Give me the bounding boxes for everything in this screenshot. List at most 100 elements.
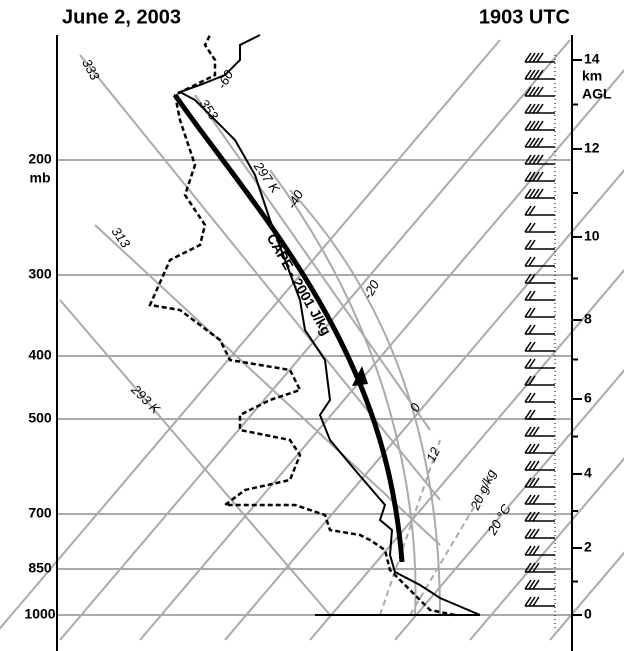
barb-flag bbox=[524, 120, 532, 131]
dry-adiabat bbox=[79, 54, 441, 501]
wind-barb bbox=[524, 222, 555, 233]
barb-flag bbox=[528, 511, 536, 522]
pressure-label: 1000 bbox=[24, 606, 55, 622]
barb-flag bbox=[524, 103, 532, 114]
barb-flag bbox=[524, 205, 532, 216]
isotherm bbox=[139, 69, 624, 641]
barb-flag bbox=[528, 596, 536, 607]
pressure-label: 850 bbox=[28, 560, 52, 576]
dry-adiabat bbox=[194, 94, 431, 431]
wind-barb bbox=[524, 494, 555, 505]
barb-flag bbox=[532, 137, 540, 148]
barb-flag bbox=[536, 137, 544, 148]
isotherm bbox=[59, 39, 571, 641]
parcel-path bbox=[172, 93, 405, 563]
barb-flag bbox=[524, 171, 532, 182]
isotherm bbox=[309, 269, 624, 641]
barb-flag bbox=[532, 562, 540, 573]
wind-barb bbox=[524, 341, 555, 352]
wind-barb bbox=[524, 120, 555, 131]
barb-flag bbox=[524, 494, 532, 505]
barb-flag bbox=[536, 52, 544, 63]
barb-flag bbox=[528, 239, 536, 250]
barb-flag bbox=[528, 477, 536, 488]
barb-flag bbox=[532, 579, 540, 590]
barb-flag bbox=[532, 120, 540, 131]
barb-flag bbox=[532, 528, 540, 539]
wind-barb bbox=[524, 52, 555, 63]
wind-barb bbox=[524, 69, 555, 80]
barb-flag bbox=[528, 375, 536, 386]
pressure-label: 300 bbox=[28, 266, 52, 282]
wind-barb bbox=[524, 477, 555, 488]
wind-barb bbox=[524, 579, 555, 590]
barb-flag bbox=[524, 511, 532, 522]
annotation: 313 bbox=[109, 224, 134, 251]
annotation: 293 K bbox=[128, 381, 164, 417]
time: 1903 UTC bbox=[479, 6, 570, 28]
annotation: 20 °C bbox=[484, 501, 514, 538]
barb-flag bbox=[532, 477, 540, 488]
barb-flag bbox=[524, 137, 532, 148]
annotation: 0 bbox=[407, 400, 424, 414]
barb-flag bbox=[528, 171, 536, 182]
barb-flag bbox=[532, 460, 540, 471]
barb-flag bbox=[524, 324, 532, 335]
wind-barb bbox=[524, 596, 555, 607]
barb-flag bbox=[532, 171, 540, 182]
pressure-label: 200 bbox=[28, 151, 52, 167]
barb-flag bbox=[528, 154, 536, 165]
wind-barb bbox=[524, 239, 555, 250]
barb-flag bbox=[524, 52, 532, 63]
annotation: 353 bbox=[197, 96, 222, 123]
barb-flag bbox=[528, 392, 536, 403]
barb-flag bbox=[528, 205, 536, 216]
barb-flag bbox=[524, 545, 532, 556]
barb-flag bbox=[532, 545, 540, 556]
barb-flag bbox=[524, 477, 532, 488]
barb-flag bbox=[524, 528, 532, 539]
wind-barb bbox=[524, 511, 555, 522]
barb-flag bbox=[528, 494, 536, 505]
barb-flag bbox=[524, 86, 532, 97]
mixing-ratio bbox=[409, 479, 491, 616]
barb-flag bbox=[528, 358, 536, 369]
barb-flag bbox=[536, 154, 544, 165]
barb-flag bbox=[528, 426, 536, 437]
wind-barb bbox=[524, 86, 555, 97]
barb-flag bbox=[524, 596, 532, 607]
dewpoint bbox=[148, 34, 456, 617]
barb-flag bbox=[528, 188, 536, 199]
barb-flag bbox=[536, 171, 544, 182]
barb-flag bbox=[528, 579, 536, 590]
annotation: 20 g/kg bbox=[467, 466, 499, 513]
isotherm bbox=[394, 369, 624, 641]
barb-flag bbox=[524, 579, 532, 590]
wind-barb bbox=[524, 171, 555, 182]
barb-flag bbox=[524, 188, 532, 199]
moist-adiabat bbox=[269, 169, 417, 616]
barb-flag bbox=[532, 69, 540, 80]
wind-barb bbox=[524, 443, 555, 454]
barb-flag bbox=[528, 545, 536, 556]
barb-flag bbox=[524, 375, 532, 386]
barb-flag bbox=[536, 69, 544, 80]
height-label: 4 bbox=[584, 465, 592, 481]
dry-adiabat bbox=[94, 224, 441, 546]
barb-flag bbox=[524, 256, 532, 267]
wind-barb bbox=[524, 409, 555, 420]
barb-flag bbox=[528, 256, 536, 267]
pressure-label: 400 bbox=[28, 347, 52, 363]
barb-flag bbox=[528, 443, 536, 454]
barb-flag bbox=[532, 154, 540, 165]
barb-flag bbox=[532, 86, 540, 97]
barb-flag bbox=[528, 69, 536, 80]
barb-flag bbox=[536, 120, 544, 131]
barb-flag bbox=[528, 103, 536, 114]
barb-flag bbox=[528, 460, 536, 471]
barb-flag bbox=[528, 120, 536, 131]
barb-flag bbox=[532, 511, 540, 522]
barb-flag bbox=[524, 392, 532, 403]
barb-flag bbox=[528, 137, 536, 148]
wind-barb bbox=[524, 103, 555, 114]
